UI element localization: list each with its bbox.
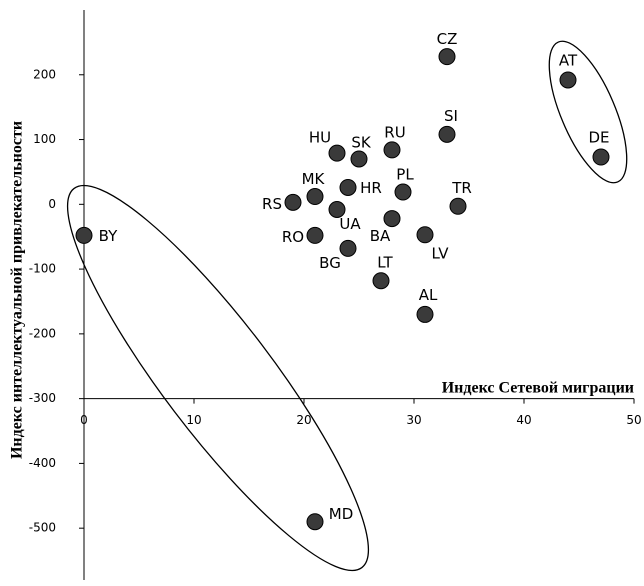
point [306,226,324,244]
point [328,144,346,162]
point [559,71,577,89]
x-tick-label: 40 [516,413,531,427]
point-label: BG [319,254,341,272]
point [383,210,401,228]
y-tick-label: -200 [29,326,56,340]
point [416,305,434,323]
point-label: AT [559,51,578,69]
x-axis-label: Индекс Сетевой миграции [442,380,634,397]
point [372,272,390,290]
point-label: BY [99,227,118,245]
point-label: HU [309,129,331,147]
point [339,178,357,196]
point-label: AL [419,286,438,304]
point [284,193,302,211]
y-tick-label: 200 [33,67,56,81]
point-label: SI [444,107,458,125]
point-label: LT [377,253,393,271]
y-tick-label: -400 [29,456,56,470]
point [339,239,357,257]
point [592,148,610,166]
point-label: TR [451,179,472,197]
point-label: LV [432,244,450,262]
y-tick-label: 0 [48,197,56,211]
point [383,141,401,159]
y-tick-label: -100 [29,262,56,276]
cluster-ellipse [66,184,370,572]
point [306,188,324,206]
point-label: HR [360,179,382,197]
point [438,125,456,143]
point-label: RS [262,195,282,213]
point [328,201,346,218]
x-tick-label: 10 [186,413,201,427]
x-tick-label: 50 [626,413,641,427]
point-label: PL [396,166,414,184]
point-label: BA [370,227,391,245]
y-tick-label: -500 [29,521,56,535]
point-label: RO [282,228,304,246]
point-label: UA [339,215,361,233]
point [75,226,93,244]
y-axis-label: Индекс интеллектуальной привлекательност… [9,121,26,459]
y-tick-label: 100 [33,132,56,146]
point-label: RU [384,123,405,141]
point-label: MD [329,505,354,523]
y-tick-label: -300 [29,391,56,405]
x-tick-label: 30 [406,413,421,427]
point [350,150,368,168]
point-label: CZ [437,30,458,48]
x-tick-label: 20 [296,413,311,427]
cluster-ellipse [548,40,628,184]
point [416,226,434,244]
x-tick-label: 0 [80,413,88,427]
point [449,197,467,215]
point [394,183,412,201]
point [306,513,324,531]
point-label: DE [588,129,609,147]
point-label: MK [302,170,326,188]
point [438,48,456,66]
point-label: SK [351,133,372,151]
